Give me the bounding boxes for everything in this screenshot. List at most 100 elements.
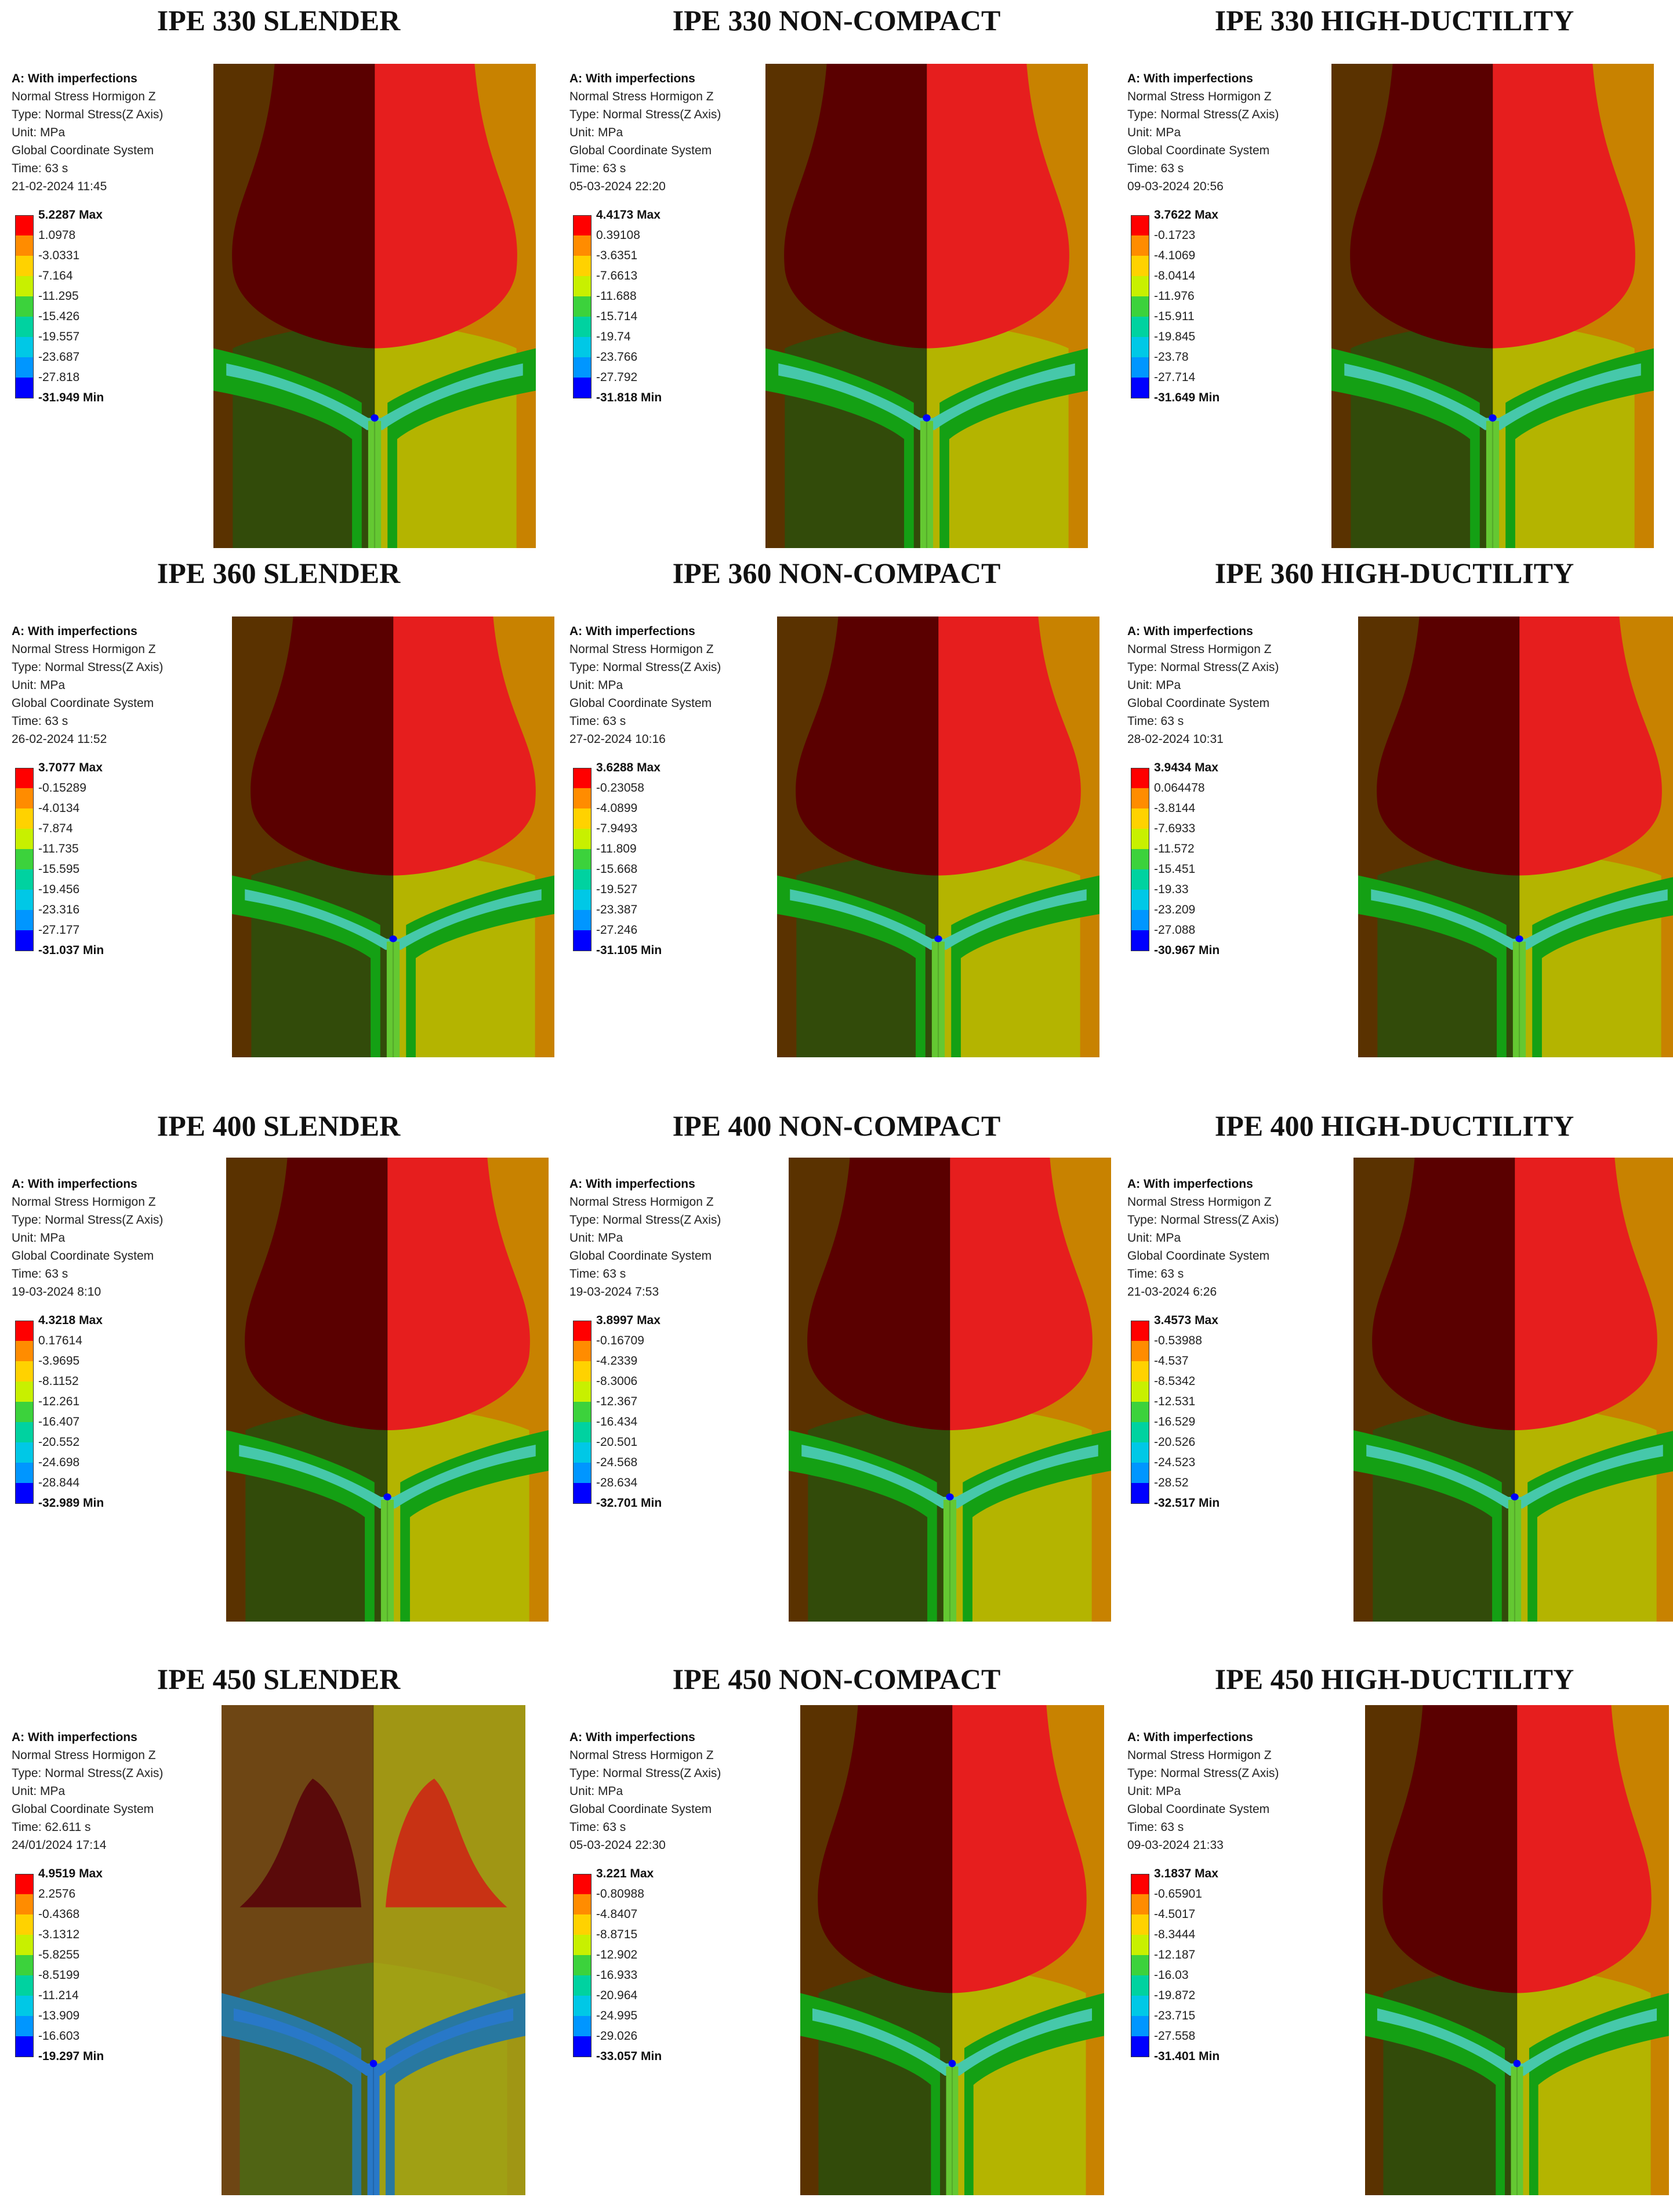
panel-title: IPE 360 SLENDER [157, 557, 401, 589]
compression-bulb-left [818, 1705, 952, 1993]
stress-legend: A: With imperfections Normal Stress Hormi… [12, 622, 209, 968]
scale-swatch [15, 296, 34, 317]
scale-level-label: -7.874 [38, 822, 73, 835]
scale-swatch [573, 1975, 591, 1996]
scale-swatch [573, 808, 591, 829]
legend-header: A: With imperfections [1127, 1177, 1253, 1191]
scale-swatch [1131, 768, 1149, 789]
panel-title: IPE 330 SLENDER [157, 4, 401, 37]
scale-min-label: -30.967 Min [1154, 944, 1220, 957]
scale-swatch [1131, 276, 1149, 296]
min-stress-point [383, 1493, 391, 1500]
scale-level-label: -3.8144 [1154, 802, 1196, 815]
compression-bulb-left [784, 64, 927, 349]
tension-band-outer [232, 875, 554, 1057]
contour-svg [1365, 1705, 1669, 2195]
legend-type: Type: Normal Stress(Z Axis) [12, 1213, 164, 1227]
scale-level-label: -23.209 [1154, 903, 1196, 916]
legend-header: A: With imperfections [12, 1731, 137, 1744]
legend-coordinate-system: Global Coordinate System [12, 144, 154, 157]
min-stress-point [369, 2059, 378, 2068]
scale-swatch [1131, 788, 1149, 808]
scale-level-label: -27.714 [1154, 371, 1196, 384]
compression-bulb-right [938, 617, 1081, 876]
scale-swatch [573, 1361, 591, 1381]
scale-swatch [1131, 378, 1149, 398]
scale-level-label: -19.74 [596, 330, 631, 343]
scale-level-label: -16.434 [596, 1415, 638, 1428]
scale-swatch [15, 829, 34, 849]
contour-svg [232, 617, 554, 1057]
compression-bulb-left [232, 64, 375, 349]
scale-level-label: 1.0978 [38, 229, 76, 242]
contour-svg [1331, 64, 1654, 548]
compression-bulb-left [796, 617, 938, 876]
scale-swatch [15, 1402, 34, 1422]
contour-svg [226, 1158, 549, 1622]
scale-swatch [573, 1894, 591, 1914]
scale-level-label: -8.5342 [1154, 1375, 1196, 1388]
scale-level-label: -0.80988 [596, 1887, 644, 1901]
scale-swatch [15, 768, 34, 789]
min-stress-point [1515, 935, 1523, 942]
compression-bulb-right [393, 617, 536, 876]
scale-swatch [15, 930, 34, 951]
scale-level-label: -4.0899 [596, 802, 638, 815]
scale-swatch [15, 788, 34, 808]
tension-band-outer [777, 875, 1099, 1057]
scale-swatch [15, 215, 34, 236]
scale-swatch [15, 1996, 34, 2016]
scale-level-label: -23.715 [1154, 2009, 1196, 2022]
scale-level-label: -11.735 [38, 842, 79, 855]
stress-legend: A: With imperfections Normal Stress Hormi… [12, 1175, 209, 1521]
scale-swatch [15, 849, 34, 869]
panel-title: IPE 330 NON-COMPACT [672, 4, 1001, 37]
legend-unit: Unit: MPa [1127, 126, 1181, 139]
scale-level-label: -27.088 [1154, 923, 1196, 937]
scale-level-label: -20.964 [596, 1989, 638, 2002]
scale-level-label: -29.026 [596, 2029, 638, 2043]
scale-swatch [1131, 2016, 1149, 2036]
scale-level-label: -15.426 [38, 310, 80, 323]
compression-bulb-right [387, 1158, 530, 1430]
scale-level-label: -7.9493 [596, 822, 638, 835]
scale-swatch [15, 1894, 34, 1914]
contour-svg [213, 64, 536, 548]
scale-swatch [15, 1935, 34, 1955]
scale-swatch [15, 1341, 34, 1361]
compression-bulb-left [1372, 1158, 1515, 1430]
legend-header: A: With imperfections [1127, 1731, 1253, 1744]
stress-panel: IPE 360 HIGH-DUCTILITY A: With imperfecti… [1116, 553, 1673, 1105]
legend-coordinate-system: Global Coordinate System [12, 697, 154, 710]
scale-swatch [1131, 317, 1149, 337]
scale-level-label: -15.668 [596, 862, 638, 876]
min-stress-point [371, 414, 379, 422]
scale-swatch [573, 930, 591, 951]
scale-swatch [1131, 1975, 1149, 1996]
legend-type: Type: Normal Stress(Z Axis) [569, 1213, 721, 1227]
scale-swatch [573, 256, 591, 276]
scale-swatch [1131, 256, 1149, 276]
legend-date: 21-02-2024 11:45 [12, 180, 107, 193]
legend-result-name: Normal Stress Hormigon Z [1127, 643, 1272, 656]
legend-time: Time: 63 s [569, 1821, 626, 1834]
legend-type: Type: Normal Stress(Z Axis) [12, 1767, 164, 1780]
scale-swatch [1131, 1955, 1149, 1975]
legend-time: Time: 63 s [569, 1267, 626, 1281]
web-strip [1508, 1500, 1522, 1622]
legend-coordinate-system: Global Coordinate System [1127, 1249, 1270, 1263]
scale-swatch [1131, 1341, 1149, 1361]
scale-max-label: 3.7077 Max [38, 761, 103, 774]
legend-time: Time: 63 s [12, 1267, 68, 1281]
stress-panel: IPE 400 NON-COMPACT A: With imperfections… [558, 1105, 1115, 1658]
scale-swatch [573, 2036, 591, 2057]
scale-level-label: -28.52 [1154, 1476, 1189, 1489]
stress-panel: IPE 450 NON-COMPACT A: With imperfections… [558, 1659, 1115, 2211]
stress-legend: A: With imperfections Normal Stress Hormi… [569, 622, 767, 968]
scale-swatch [1131, 849, 1149, 869]
scale-level-label: -7.164 [38, 269, 73, 282]
web-strip [946, 2066, 959, 2195]
legend-result-name: Normal Stress Hormigon Z [569, 1195, 714, 1209]
scale-swatch [573, 910, 591, 930]
scale-level-label: -4.2339 [596, 1354, 638, 1368]
